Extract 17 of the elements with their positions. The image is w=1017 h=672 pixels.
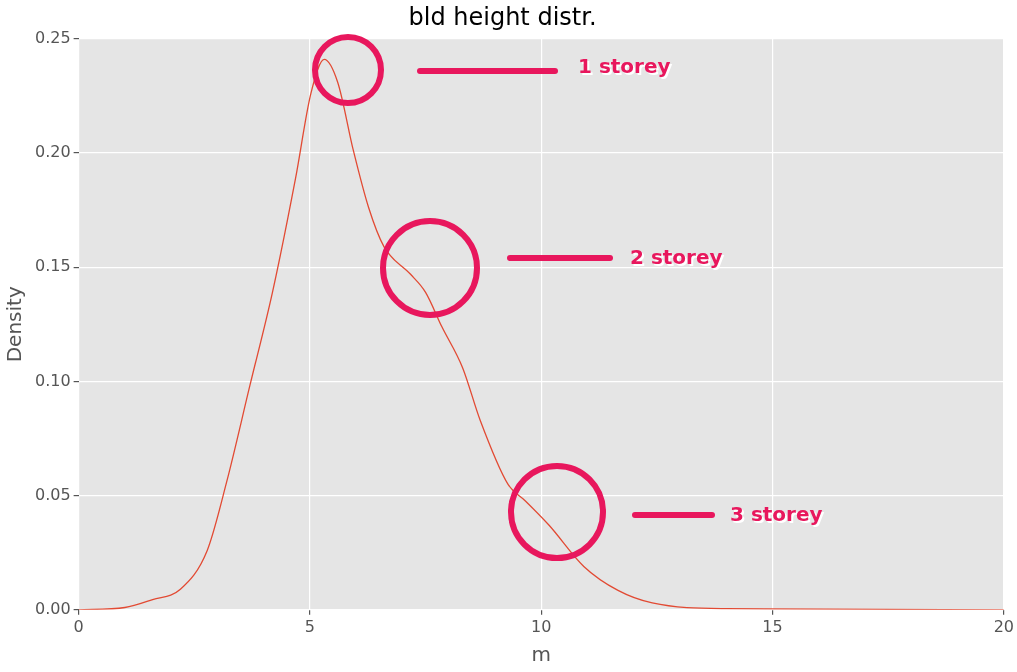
x-axis-title: m [531,642,551,667]
y-tick-label: 0.20 [35,142,71,162]
y-tick-label: 0.25 [35,27,71,47]
y-tick-label: 0.00 [35,598,71,618]
x-tick-label: 10 [531,616,552,636]
annotation: 3 storey [732,504,825,529]
y-tick-label: 0.10 [35,370,71,390]
x-tick-label: 5 [304,616,316,636]
y-tick-label: 0.05 [35,484,71,504]
annotation: 2 storey [632,247,725,272]
x-tick-label: 20 [993,616,1014,636]
x-tick-label: 15 [762,616,783,636]
y-tick-label: 0.15 [35,256,71,276]
y-axis-title: Density [2,286,27,363]
annotation: 1 storey [580,56,673,81]
x-tick-label: 0 [73,616,84,636]
chart-title: bld height distr. [408,2,597,31]
